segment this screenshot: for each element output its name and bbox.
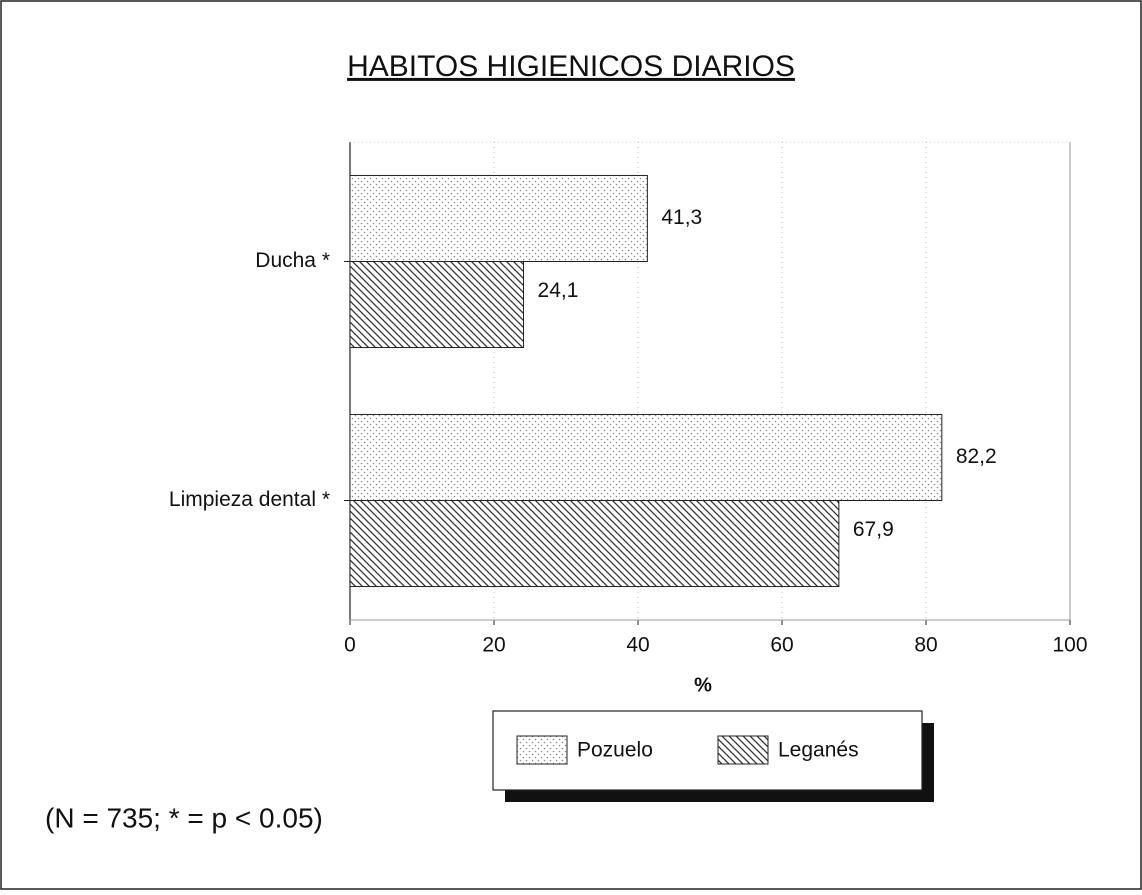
legend-swatch <box>717 735 769 765</box>
chart-title: HABITOS HIGIENICOS DIARIOS <box>347 50 795 83</box>
x-tick-label: 100 <box>1052 634 1087 657</box>
x-tick-label: 20 <box>482 634 505 657</box>
y-tick-label: Limpieza dental * <box>169 488 330 511</box>
y-tick-label: Ducha * <box>255 249 330 272</box>
value-label: 41,3 <box>661 206 702 229</box>
value-label: 67,9 <box>853 518 894 541</box>
x-tick-label: 60 <box>770 634 793 657</box>
x-tick-label: 40 <box>626 634 649 657</box>
bar <box>349 500 840 588</box>
annotation: (N = 735; * = p < 0.05) <box>45 802 323 833</box>
legend-label: Leganés <box>778 739 859 762</box>
value-label: 82,2 <box>956 445 997 468</box>
bar <box>349 174 648 263</box>
value-label: 24,1 <box>538 279 579 302</box>
legend-label: Pozuelo <box>577 739 653 762</box>
legend-swatch <box>516 735 568 765</box>
bar <box>349 413 943 501</box>
x-tick-label: 80 <box>914 634 937 657</box>
bar <box>349 261 525 349</box>
x-tick-label: 0 <box>344 634 356 657</box>
x-axis-label: % <box>694 674 712 696</box>
